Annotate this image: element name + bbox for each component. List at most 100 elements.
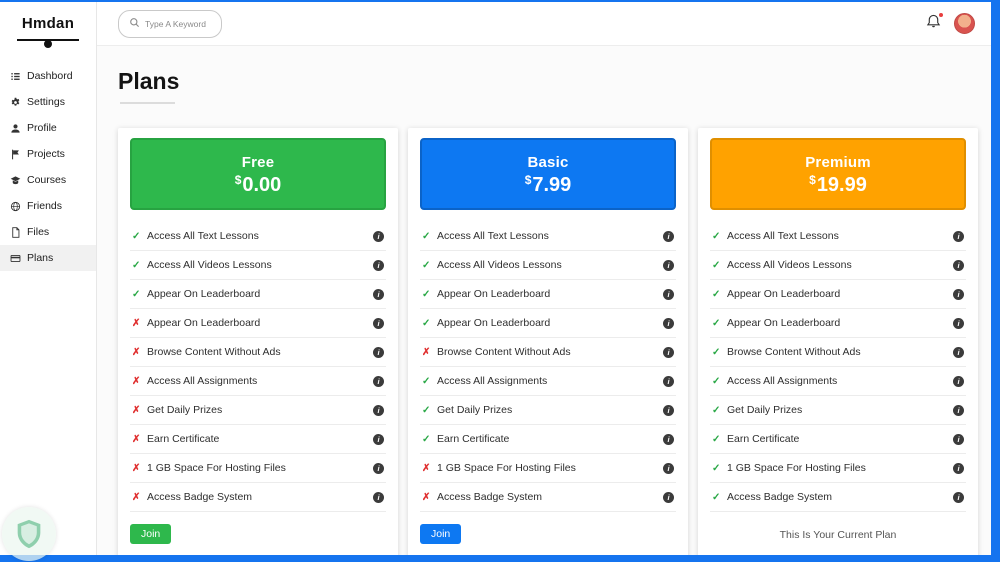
feature-label: 1 GB Space For Hosting Files: [437, 462, 576, 474]
plan-action: Join: [420, 524, 676, 548]
info-icon[interactable]: [373, 375, 384, 387]
feature-row: ✓ Appear On Leaderboard: [130, 280, 386, 309]
feature-label: Access All Text Lessons: [437, 230, 549, 242]
feature-label: Earn Certificate: [727, 433, 800, 445]
feature-label: Access All Text Lessons: [727, 230, 839, 242]
info-icon[interactable]: [373, 317, 384, 329]
feature-row: ✓ Access All Text Lessons: [130, 222, 386, 251]
plan-cards: Free $0.00 ✓ Access All Text Lessons ✓ A…: [118, 128, 991, 555]
feature-label: Access All Text Lessons: [147, 230, 259, 242]
avatar[interactable]: [954, 13, 975, 34]
join-button-free[interactable]: Join: [130, 524, 172, 544]
info-icon[interactable]: [663, 462, 674, 474]
sidebar-item-files[interactable]: Files: [0, 219, 96, 245]
topbar-right: [926, 11, 975, 34]
check-icon: ✓: [712, 433, 721, 445]
info-icon[interactable]: [953, 259, 964, 271]
bell-icon: [926, 14, 941, 27]
search-box[interactable]: [118, 9, 222, 38]
info-icon[interactable]: [953, 404, 964, 416]
feature-row: ✓ Appear On Leaderboard: [710, 280, 966, 309]
sidebar-item-courses[interactable]: Courses: [0, 167, 96, 193]
plan-header: Premium $19.99: [710, 138, 966, 210]
currency-symbol: $: [809, 172, 816, 187]
info-icon[interactable]: [373, 462, 384, 474]
check-icon: ✓: [132, 230, 141, 242]
notification-bell[interactable]: [926, 11, 944, 34]
info-icon[interactable]: [373, 491, 384, 503]
feature-list: ✓ Access All Text Lessons ✓ Access All V…: [420, 222, 676, 512]
feature-row: ✓ Access All Text Lessons: [420, 222, 676, 251]
friends-icon: [10, 201, 21, 212]
cross-icon: ✗: [132, 462, 141, 474]
info-icon[interactable]: [663, 491, 674, 503]
feature-row: ✗ Browse Content Without Ads: [130, 338, 386, 367]
feature-list: ✓ Access All Text Lessons ✓ Access All V…: [130, 222, 386, 512]
check-icon: ✓: [422, 317, 431, 329]
topbar: [97, 2, 991, 46]
search-icon: [129, 15, 140, 33]
info-icon[interactable]: [373, 288, 384, 300]
feature-row: ✗ Access Badge System: [130, 483, 386, 512]
info-icon[interactable]: [953, 230, 964, 242]
feature-label: Access All Videos Lessons: [437, 259, 562, 271]
info-icon[interactable]: [953, 317, 964, 329]
info-icon[interactable]: [373, 230, 384, 242]
plan-card-premium: Premium $19.99 ✓ Access All Text Lessons…: [698, 128, 978, 555]
sidebar-item-settings[interactable]: Settings: [0, 89, 96, 115]
check-icon: ✓: [712, 259, 721, 271]
feature-label: Access All Videos Lessons: [147, 259, 272, 271]
info-icon[interactable]: [373, 404, 384, 416]
info-icon[interactable]: [373, 346, 384, 358]
sidebar-item-dashbord[interactable]: Dashbord: [0, 63, 96, 89]
plan-action: Join: [130, 524, 386, 548]
sidebar-item-friends[interactable]: Friends: [0, 193, 96, 219]
feature-row: ✓ Appear On Leaderboard: [710, 309, 966, 338]
sidebar-item-plans[interactable]: Plans: [0, 245, 96, 271]
plan-name: Premium: [805, 153, 871, 171]
cross-icon: ✗: [422, 346, 431, 358]
info-icon[interactable]: [663, 404, 674, 416]
feature-row: ✓ Appear On Leaderboard: [420, 309, 676, 338]
info-icon[interactable]: [953, 491, 964, 503]
brand-underline: [17, 39, 79, 49]
check-icon: ✓: [422, 259, 431, 271]
info-icon[interactable]: [663, 317, 674, 329]
check-icon: ✓: [712, 317, 721, 329]
feature-row: ✓ 1 GB Space For Hosting Files: [710, 454, 966, 483]
info-icon[interactable]: [953, 375, 964, 387]
info-icon[interactable]: [663, 375, 674, 387]
cross-icon: ✗: [132, 404, 141, 416]
check-icon: ✓: [712, 375, 721, 387]
feature-row: ✓ Access All Assignments: [420, 367, 676, 396]
plan-price: $0.00: [234, 172, 282, 196]
feature-label: Access All Assignments: [437, 375, 548, 387]
info-icon[interactable]: [953, 288, 964, 300]
plan-price: $19.99: [809, 172, 867, 196]
info-icon[interactable]: [663, 433, 674, 445]
feature-row: ✓ Access All Assignments: [710, 367, 966, 396]
sidebar-item-label: Friends: [27, 200, 63, 212]
info-icon[interactable]: [953, 462, 964, 474]
info-icon[interactable]: [663, 230, 674, 242]
check-icon: ✓: [712, 491, 721, 503]
info-icon[interactable]: [953, 433, 964, 445]
info-icon[interactable]: [373, 259, 384, 271]
info-icon[interactable]: [663, 346, 674, 358]
profile-icon: [10, 123, 21, 134]
sidebar-item-profile[interactable]: Profile: [0, 115, 96, 141]
search-input[interactable]: [145, 18, 211, 29]
currency-symbol: $: [234, 172, 242, 187]
sidebar-item-label: Settings: [27, 96, 65, 108]
sidebar-item-projects[interactable]: Projects: [0, 141, 96, 167]
app-window: Hmdan Dashbord Settings Profile Projects…: [0, 2, 991, 555]
info-icon[interactable]: [373, 433, 384, 445]
info-icon[interactable]: [953, 346, 964, 358]
page-title: Plans: [118, 68, 180, 94]
feature-row: ✗ 1 GB Space For Hosting Files: [420, 454, 676, 483]
join-button-basic[interactable]: Join: [420, 524, 462, 544]
info-icon[interactable]: [663, 288, 674, 300]
feature-row: ✗ Appear On Leaderboard: [130, 309, 386, 338]
cross-icon: ✗: [422, 462, 431, 474]
info-icon[interactable]: [663, 259, 674, 271]
